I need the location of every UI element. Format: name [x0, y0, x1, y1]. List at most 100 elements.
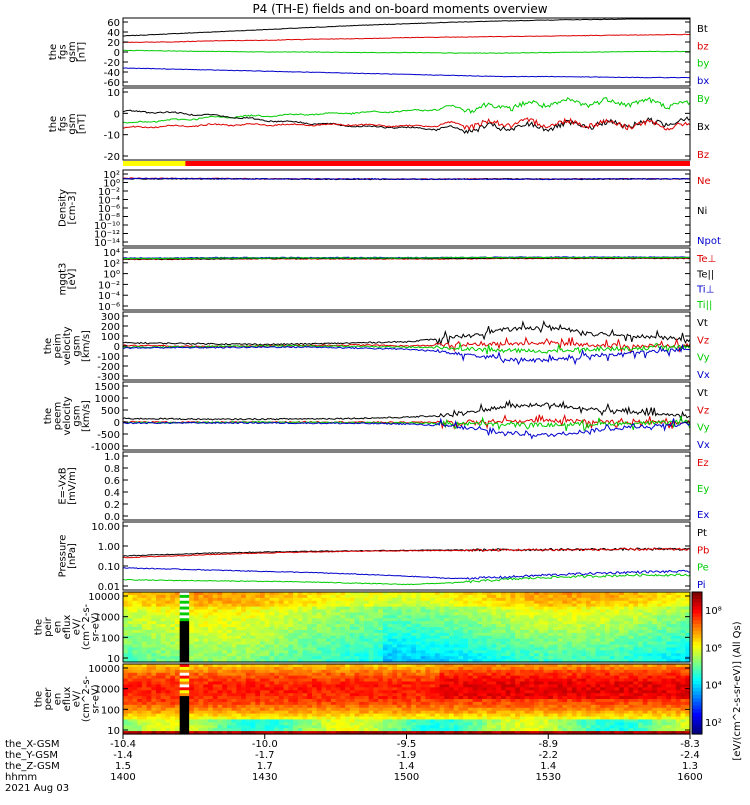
panel-the_peer_en_eflux: 10000100010010thepeerenefluxeV/(cm^2-s-s… — [34, 664, 691, 737]
ytick-label: 1000 — [95, 394, 120, 405]
legend-Vy: Vy — [697, 353, 710, 364]
ylabel-line: [mV/m] — [67, 467, 78, 505]
ylabel-line: [nPa] — [67, 543, 78, 569]
series-Vt — [123, 401, 690, 420]
legend-Pt: Pt — [697, 528, 707, 539]
legend-Vt: Vt — [697, 318, 708, 329]
series-by — [123, 50, 690, 53]
legend-Te||: Te|| — [696, 269, 714, 280]
legend-Bz: Bz — [697, 150, 709, 161]
series-Vt — [123, 322, 690, 345]
ylabel-line: sr-eV) — [91, 612, 102, 641]
mode-segment-0 — [123, 161, 185, 166]
legend-Ti⊥: Ti⊥ — [696, 285, 714, 296]
ytick-label: 100 — [101, 633, 120, 644]
series-By — [123, 98, 690, 123]
legend-Bt: Bt — [697, 24, 708, 35]
legend-Pe: Pe — [697, 563, 709, 574]
ylabel: Density[cm-3] — [57, 189, 78, 227]
ytick-label: 500 — [101, 406, 120, 417]
ylabel-line: [km/s] — [81, 330, 92, 362]
legend-Ne: Ne — [697, 176, 711, 187]
series-bz — [123, 34, 690, 42]
legend-Vt: Vt — [697, 388, 708, 399]
ytick-label: -500 — [97, 430, 120, 441]
ytick-label: 0 — [114, 109, 120, 120]
ytick-label: 10⁰ — [103, 270, 120, 281]
ytick-label: 1.00 — [98, 542, 120, 553]
legend-bz: bz — [697, 41, 709, 52]
panel-the_peir_en_eflux: 10000100010010thepeirenefluxeV/(cm^2-s-s… — [34, 592, 691, 665]
ylabel: E=-VxB[mV/m] — [57, 467, 78, 505]
ytick-label: 10000 — [88, 592, 120, 603]
series-Pe — [123, 574, 690, 585]
legend-Pi: Pi — [697, 580, 706, 591]
legend-Vz: Vz — [697, 335, 709, 346]
legend-Vx: Vx — [697, 440, 710, 451]
panel-the_peem_velocity_gsm: 150010005000-500-1000thepeemvelocitygsm[… — [43, 382, 710, 453]
legend-by: by — [697, 59, 709, 70]
legend-Ex: Ex — [697, 510, 709, 521]
legend-Npot: Npot — [697, 236, 721, 247]
ytick-label: 10⁴ — [103, 248, 120, 259]
ytick-label: 10² — [103, 259, 120, 270]
legend-Ey: Ey — [697, 484, 709, 495]
panel-temperature: 10⁴10²10⁰10⁻²10⁻⁴10⁻⁶mgqt3[eV]Te⊥Te||Ti⊥… — [57, 248, 716, 313]
ytick-label: 0.4 — [104, 488, 120, 499]
ytick-label: -10 — [104, 131, 120, 142]
legend-Bx: Bx — [697, 122, 710, 133]
legend-By: By — [697, 94, 710, 105]
ytick-label: 10 — [107, 88, 120, 99]
panel-frame — [123, 522, 690, 590]
ytick-label: -20 — [104, 152, 120, 163]
panel-density: 10²10⁰10⁻²10⁻⁴10⁻⁶10⁻⁸10⁻¹⁰10⁻¹²10⁻¹⁴Den… — [57, 170, 721, 249]
ytick-label: 10⁻² — [98, 280, 120, 291]
ytick-label: 0.8 — [104, 464, 120, 475]
legend-Vx: Vx — [697, 370, 710, 381]
ytick-label: 10⁻⁴ — [98, 291, 120, 302]
legend-Ez: Ez — [697, 458, 709, 469]
ylabel-line: [eV] — [67, 269, 78, 290]
figure-title: P4 (TH-E) fields and on-board moments ov… — [252, 2, 547, 16]
heatmap-cells — [123, 592, 691, 663]
panel-the_peim_velocity_gsm: 3002001000-100-200-300thepeimvelocitygsm… — [43, 312, 710, 383]
legend-Pb: Pb — [697, 545, 709, 556]
ytick-label: 1500 — [95, 382, 120, 393]
series-Vx — [123, 345, 690, 364]
legend-Vy: Vy — [697, 423, 710, 434]
ylabel-line: [km/s] — [81, 400, 92, 432]
ylabel-line: [nT] — [76, 114, 87, 134]
ytick-label: 1.0 — [104, 452, 120, 463]
legend-Ni: Ni — [697, 206, 707, 217]
ylabel: mgqt3[eV] — [57, 263, 78, 296]
panel-frame — [123, 382, 690, 450]
ytick-label: 0.2 — [104, 500, 120, 511]
legend-bx: bx — [697, 76, 709, 87]
ytick-label: 0 — [114, 418, 120, 429]
ylabel-line: [nT] — [76, 42, 87, 62]
ytick-label: 0.10 — [98, 562, 120, 573]
legend-Vz: Vz — [697, 405, 709, 416]
ylabel-line: [cm-3] — [67, 191, 78, 224]
panel-frame — [123, 170, 690, 246]
legend-Te⊥: Te⊥ — [696, 254, 716, 265]
ytick-label: 10.00 — [91, 522, 120, 533]
ytick-label: 0.6 — [104, 476, 120, 487]
legend-Ti||: Ti|| — [696, 300, 712, 311]
ylabel: Pressure[nPa] — [57, 535, 78, 578]
heatmap-cells — [123, 664, 691, 735]
panel-mode_bar — [123, 161, 690, 166]
series-bx — [123, 68, 690, 78]
series-Bt — [123, 19, 690, 36]
